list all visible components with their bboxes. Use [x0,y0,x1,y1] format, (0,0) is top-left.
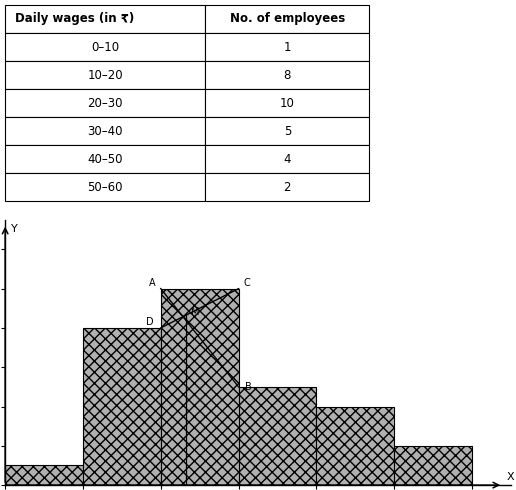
Bar [83,328,161,485]
Bar [238,387,316,485]
Text: B: B [245,382,252,392]
Bar [5,466,83,485]
Bar [161,289,238,485]
Text: C: C [244,278,250,288]
Text: M: M [190,307,199,317]
Text: D: D [146,318,153,327]
Text: X: X [507,472,514,482]
Text: A: A [149,278,156,288]
Bar [316,407,394,485]
Text: Y: Y [11,224,18,234]
Bar [394,446,472,485]
